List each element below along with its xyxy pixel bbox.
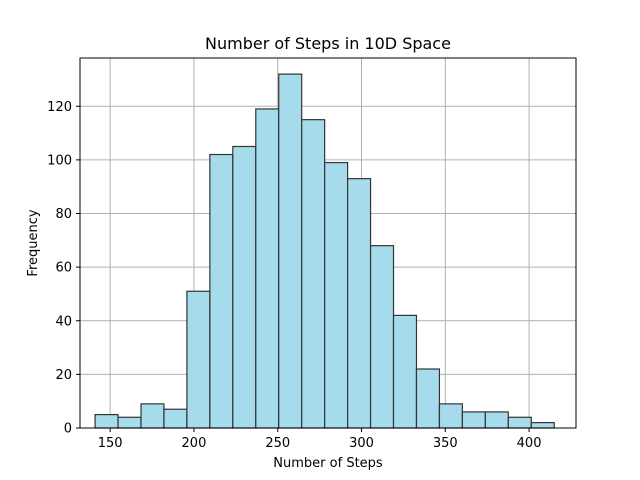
x-axis-title: Number of Steps [273,456,383,471]
histogram-bar [209,153,234,429]
y-axis-title: Frequency [26,209,41,276]
histogram-bar [301,119,326,429]
histogram-bar [117,416,142,429]
histogram-bar [255,108,280,429]
x-tick-label: 300 [349,436,374,451]
histogram-bar [278,73,303,429]
histogram-bar [163,408,188,429]
histogram-bar [347,178,372,429]
x-tick-label: 250 [265,436,290,451]
y-tick-label: 120 [47,100,72,115]
y-tick-label: 0 [64,422,72,437]
y-tick-label: 100 [47,153,72,168]
histogram-bar [186,290,211,429]
histogram-bar [232,145,257,429]
y-tick-label: 40 [55,314,72,329]
histogram-bar [530,422,555,429]
histogram-bar [415,368,441,429]
x-tick-label: 200 [182,436,207,451]
y-axis-ticks: 0 20 40 60 80 100 120 [47,100,80,437]
histogram-bar [392,314,418,429]
y-tick-label: 80 [55,207,72,222]
histogram-bar [369,245,395,429]
histogram-bar [140,403,165,429]
histogram-bar [438,403,463,429]
x-tick-label: 350 [433,436,458,451]
histogram-bar [461,411,486,429]
histogram-bars [94,73,555,429]
x-axis-ticks: 150 200 250 300 350 400 [98,428,542,451]
plot-area-frame [79,57,577,429]
histogram-bar [324,161,349,429]
histogram-bar [94,413,119,429]
y-tick-label: 20 [55,368,72,383]
histogram-bar [484,411,509,429]
x-tick-label: 150 [98,436,123,451]
x-tick-label: 400 [517,436,542,451]
chart-title: Number of Steps in 10D Space [205,34,451,53]
y-tick-label: 60 [55,261,72,276]
histogram-bar [507,416,532,429]
